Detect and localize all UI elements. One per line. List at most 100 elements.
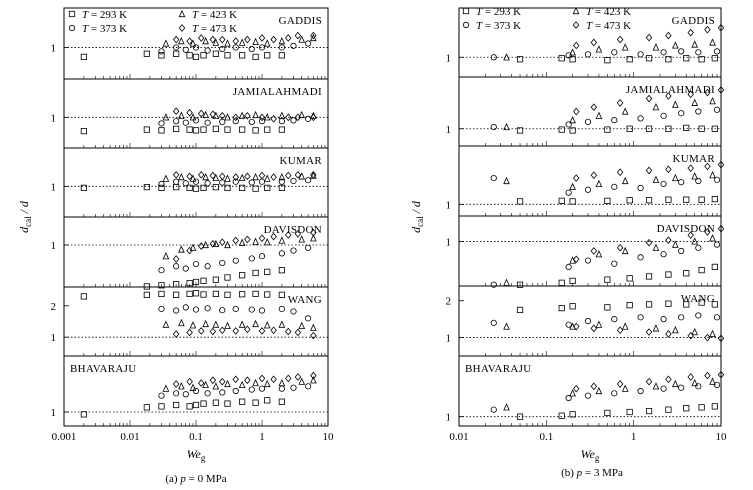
- panel-a-wang-triangle-point: [178, 318, 185, 327]
- panel-a-jamialahmadi-square-point: [212, 125, 219, 132]
- panel-b-davisdon-triangle-point: [652, 243, 660, 251]
- panel-a-wang-diamond-point: [186, 328, 193, 337]
- panel-b-gaddis-circle-point: [637, 51, 644, 58]
- panel-b-bhavaraju-circle-point: [565, 394, 572, 402]
- panel-a-jamialahmadi-square-point: [224, 126, 231, 133]
- panel-b-davisdon-ytick-label: 1: [446, 236, 452, 248]
- panel-a-gaddis-diamond-point: [209, 35, 217, 44]
- panel-b-wang-triangle-point: [621, 322, 629, 330]
- panel-b-kumar-square-point: [645, 197, 653, 204]
- panel-a-wang-square-point: [143, 291, 150, 298]
- panel-a-bhavaraju-diamond-point: [172, 380, 180, 388]
- panel-a-wang-square-point: [278, 291, 285, 298]
- panel-b-gaddis-diamond-point: [717, 23, 725, 32]
- panel-b-kumar-square-point: [711, 195, 718, 203]
- panel-b-legend-square-label: T = 293 K: [476, 6, 521, 18]
- panel-a-wang-diamond-point: [244, 325, 251, 334]
- panel-a-kumar-circle-point: [290, 177, 297, 185]
- panel-a-bhavaraju-diamond-point: [186, 377, 193, 386]
- panel-a-gaddis-square-point: [80, 53, 87, 61]
- panel-b-kumar-triangle-point: [672, 173, 679, 182]
- panel-b-kumar-square-point: [665, 196, 672, 203]
- panel-b-gaddis-square-point: [516, 56, 524, 63]
- panel-a-davisdon-square-point: [212, 276, 219, 283]
- panel-b-jamialahmadi-triangle-point: [652, 103, 660, 111]
- panel-b-davisdon-circle-point: [660, 251, 667, 258]
- panel-a-gaddis-circle-point: [182, 46, 189, 53]
- panel-a-wang-triangle-point: [224, 321, 231, 329]
- panel-b-davisdon-square-point: [604, 276, 611, 283]
- panel-a-gaddis-triangle-point: [178, 36, 185, 45]
- panel-b-wang-circle-point: [660, 316, 667, 323]
- panel-b-davisdon-triangle-point: [621, 246, 629, 255]
- panel-a-kumar-circle-point: [248, 179, 255, 186]
- panel-a-jamialahmadi-circle-point: [173, 118, 180, 125]
- panel-a-jamialahmadi-triangle-point: [224, 113, 231, 121]
- panel-b-xlabel-sub: g: [595, 453, 600, 463]
- panel-a-bhavaraju-circle-point: [173, 390, 180, 397]
- panel-b-wang-circle-point: [490, 319, 497, 326]
- panel-a-xtick-label: 1: [259, 431, 265, 443]
- panel-b-wang-square-point: [665, 300, 672, 307]
- panel-b-wang-triangle-point: [595, 320, 603, 328]
- panel-a-kumar-diamond-point: [310, 171, 317, 179]
- panel-a-jamialahmadi-square-point: [252, 127, 259, 134]
- panel-b-jamialahmadi-circle-point: [695, 108, 702, 115]
- panel-a-legend-text: = 423 K: [198, 9, 237, 21]
- panel-b-gaddis-triangle-point: [691, 40, 699, 48]
- panel-a-xtick-label: 0.01: [120, 431, 139, 443]
- panel-a-davisdon-triangle-point: [189, 243, 197, 251]
- panel-b-legend-text: = 423 K: [592, 6, 631, 18]
- panel-a-davisdon-diamond-point: [285, 231, 292, 239]
- panel-b-wang-diamond-point: [717, 334, 725, 343]
- panel-a-davisdon-diamond-point: [172, 255, 180, 263]
- panel-b-davisdon-triangle-point: [503, 278, 510, 286]
- panel-a-kumar-square-point: [158, 184, 165, 191]
- panel-a-kumar-triangle-point: [189, 174, 197, 182]
- panel-b-wang-square-point: [558, 305, 565, 312]
- panel-a-kumar-square-point: [200, 184, 207, 191]
- panel-a-jamialahmadi-circle-point: [232, 118, 239, 125]
- panel-b-legend-text: = 373 K: [482, 20, 521, 32]
- panel-b-davisdon-circle-point: [584, 257, 592, 264]
- panel-a-kumar-diamond-point: [186, 172, 193, 181]
- panel-a-jamialahmadi-diamond-point: [232, 113, 239, 122]
- panel-a-jamialahmadi-triangle-point: [189, 113, 197, 121]
- panel-b-legend-circle-label: T = 373 K: [476, 20, 521, 32]
- panel-a-davisdon-circle-point: [173, 263, 180, 270]
- panel-a-legend-square-marker: [68, 10, 76, 18]
- panel-a-jamialahmadi-diamond-point: [219, 111, 226, 120]
- panel-b-bhavaraju-triangle-point: [595, 386, 603, 395]
- panel-a-kumar-diamond-point: [294, 171, 302, 179]
- panel-a-jamialahmadi-triangle-point: [162, 113, 170, 121]
- panel-b-davisdon-label: DAVISDON: [657, 223, 715, 235]
- panel-b-legend-triangle-label: T = 423 K: [586, 6, 631, 18]
- panel-a-jamialahmadi-diamond-point: [258, 113, 266, 122]
- panel-a-jamialahmadi-diamond-point: [198, 109, 205, 118]
- panel-b-davisdon-square-point: [516, 281, 524, 288]
- panel-a-wang-triangle-point: [238, 320, 246, 328]
- panel-b-wang-ytick-label: 2: [446, 296, 452, 308]
- panel-a-davisdon-diamond-point: [219, 238, 226, 247]
- panel-a-davisdon-triangle-point: [263, 238, 271, 246]
- panel-b-legend-symbol: T: [586, 20, 593, 32]
- panel-b-bhavaraju-diamond-point: [665, 375, 672, 384]
- panel-a-bhavaraju-circle-point: [305, 383, 312, 390]
- panel-a-xtick-label: 10: [323, 431, 335, 443]
- panel-a-kumar-circle-point: [173, 178, 180, 185]
- panel-a-xtick-label: 0.001: [52, 431, 77, 443]
- panel-a-legend-diamond-label: T = 473 K: [192, 23, 237, 35]
- panel-b-bhavaraju-circle-point: [584, 392, 592, 399]
- panel-b-bhavaraju-square-point: [604, 409, 611, 417]
- panel-b-bhavaraju-circle-point: [678, 384, 685, 391]
- panel-a-davisdon-square-point: [158, 282, 165, 289]
- panel-a-caption-symbol: p: [179, 473, 186, 485]
- panel-b-bhavaraju-triangle-point: [672, 379, 679, 388]
- panel-a-caption-rest: = 0 MPa: [186, 473, 227, 485]
- panel-a-davisdon-diamond-point: [244, 235, 251, 244]
- panel-a-bhavaraju-triangle-point: [278, 378, 286, 387]
- panel-a-legend-triangle-marker: [178, 9, 186, 18]
- panel-b-bhavaraju-diamond-point: [616, 380, 624, 388]
- panel-b-davisdon-square-point: [683, 270, 690, 277]
- panel-a-gaddis-circle-point: [173, 44, 180, 51]
